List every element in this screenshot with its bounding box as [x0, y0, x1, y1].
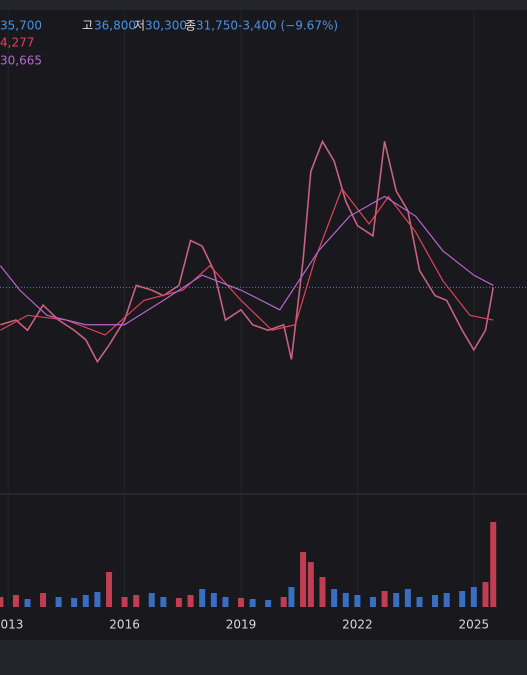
volume-bar	[459, 591, 466, 607]
volume-bar	[331, 589, 338, 607]
volume-bar	[319, 577, 326, 607]
volume-bar	[71, 598, 78, 607]
price-line	[0, 195, 494, 326]
x-tick-label: 2013	[0, 618, 23, 632]
volume-bar	[443, 593, 450, 607]
volume-bar	[369, 597, 376, 607]
high: 36,800	[94, 19, 136, 33]
volume-bar	[381, 591, 388, 607]
volume-bar	[106, 572, 113, 607]
bottom-strip	[0, 640, 527, 675]
x-tick-label: 2022	[342, 618, 373, 632]
volume-bar	[55, 597, 62, 607]
volume-bar	[237, 598, 244, 607]
low-label: 저	[134, 19, 145, 33]
volume-bar	[432, 595, 439, 607]
volume-bar	[404, 589, 411, 607]
volume-bar	[12, 595, 19, 607]
volume-bar	[265, 600, 272, 607]
low: 30,300	[145, 19, 187, 33]
volume-bar	[354, 595, 361, 607]
x-tick-label: 2025	[459, 618, 490, 632]
volume-bar	[82, 595, 89, 607]
x-tick-label: 2016	[109, 618, 140, 632]
volume-bar	[40, 593, 47, 607]
close: 31,750	[196, 19, 238, 33]
volume-bar	[0, 597, 4, 607]
price-line	[0, 187, 494, 336]
top-strip	[0, 0, 527, 10]
open: 35,700	[0, 19, 42, 33]
volume-bar	[210, 593, 217, 607]
volume-bar	[222, 597, 229, 607]
volume-bar	[24, 599, 31, 607]
volume-bar	[199, 589, 206, 607]
volume-bar	[249, 599, 256, 607]
ma1-value: 4,277	[0, 36, 34, 50]
high-label: 고	[82, 19, 93, 33]
volume-bar	[187, 595, 194, 607]
price-line	[0, 139, 495, 364]
volume-bar	[288, 587, 295, 607]
volume-bar	[300, 552, 307, 607]
volume-bar	[175, 598, 182, 607]
header: 35,700 고 36,800 저 30,300 종 31,750 -3,400…	[0, 19, 338, 68]
volume-bar	[482, 582, 489, 607]
volume-bar	[160, 597, 167, 607]
volume-bar	[94, 592, 101, 607]
x-tick-label: 2019	[226, 618, 257, 632]
volume-bar	[342, 593, 349, 607]
volume-bar	[280, 597, 287, 607]
volume-bar	[121, 597, 128, 607]
close-label: 종	[185, 19, 196, 33]
volume-bar	[148, 593, 155, 607]
change: -3,400 (−9.67%)	[238, 19, 338, 33]
plot: 2013 2016 2019 2022 2025	[0, 10, 527, 632]
volume-bar	[416, 597, 423, 607]
volume-bar	[490, 522, 497, 607]
volume-bar	[307, 562, 314, 607]
ma2-value: 30,665	[0, 54, 42, 68]
volume-bar	[133, 595, 140, 607]
volume-bar	[393, 593, 400, 607]
volume-bar	[470, 587, 477, 607]
